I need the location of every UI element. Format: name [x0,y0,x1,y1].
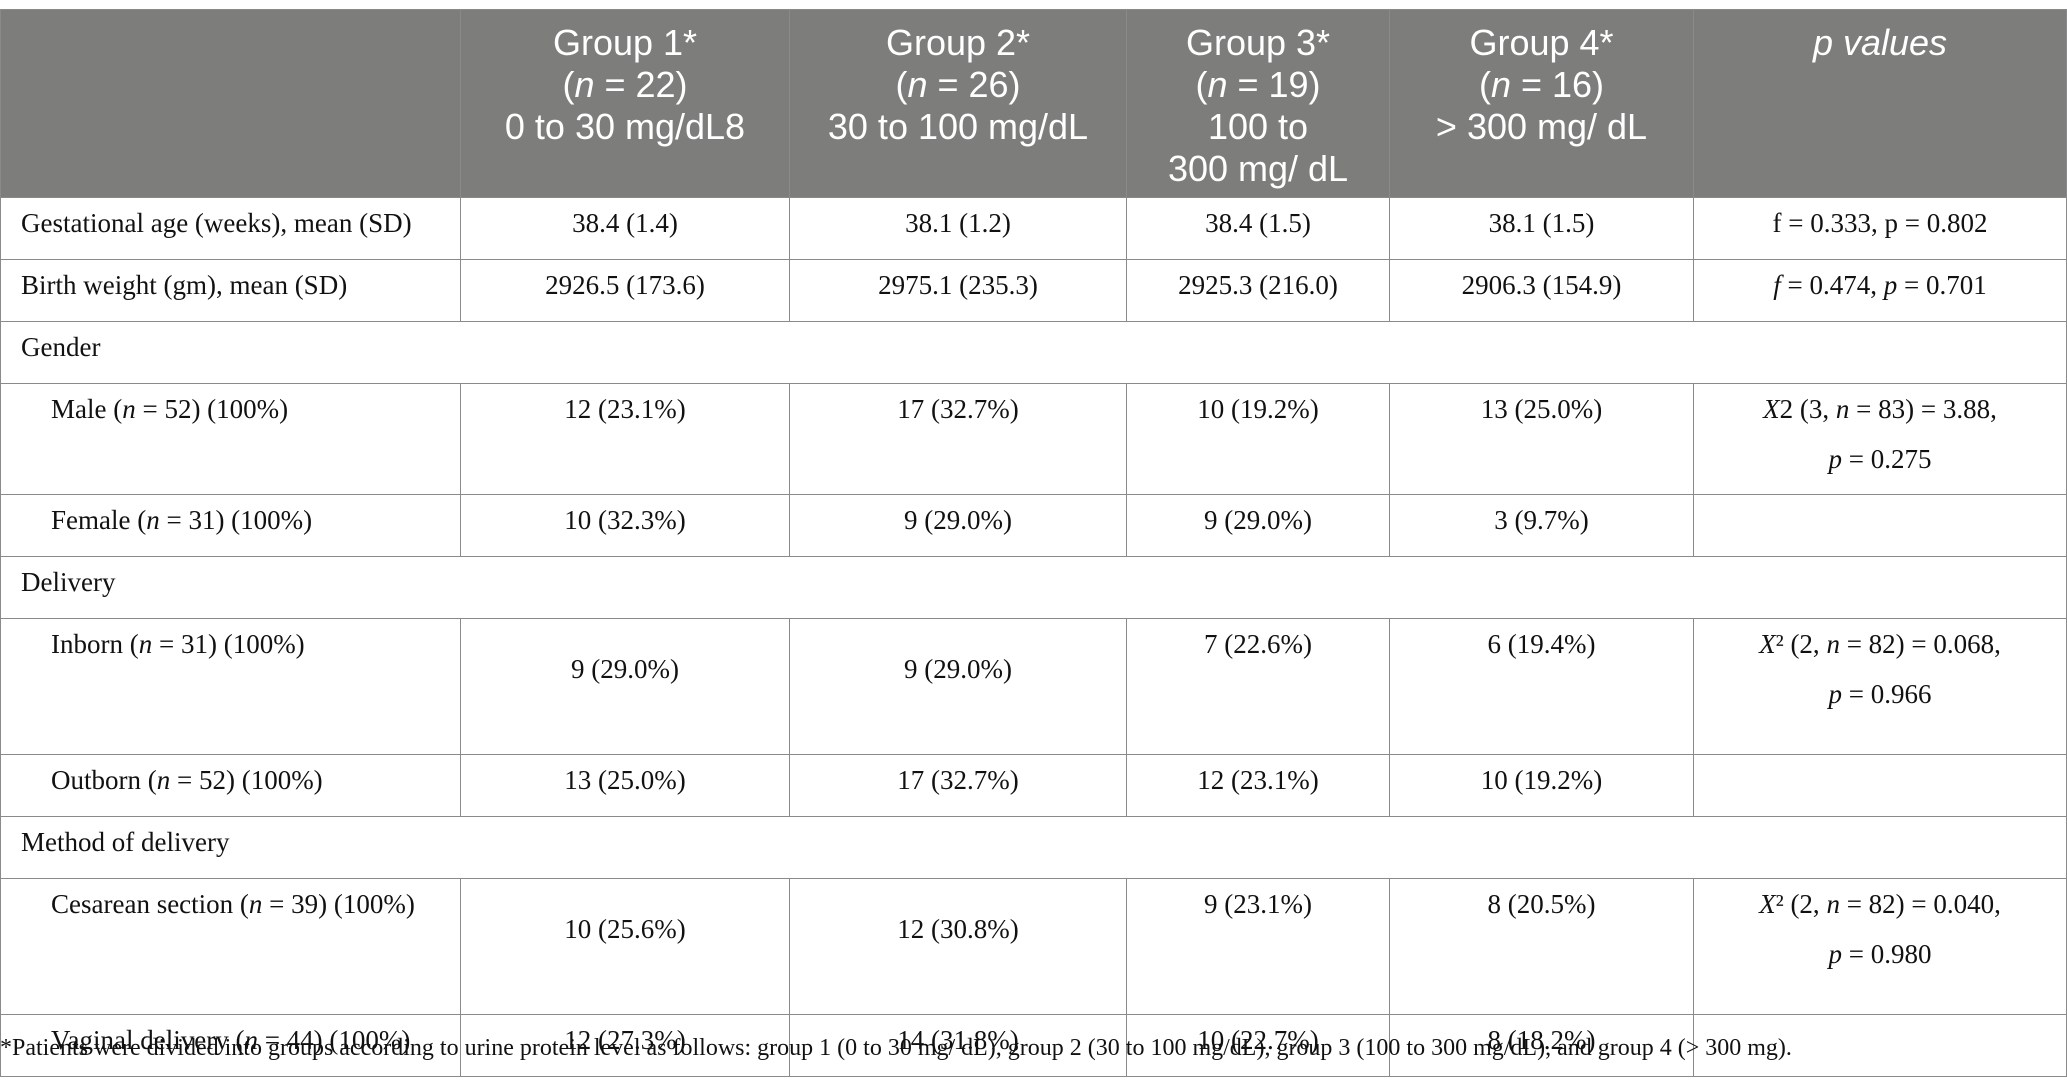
cell-group-4: 8 (20.5%) [1389,878,1694,1015]
cell-group-3: 38.4 (1.5) [1126,197,1390,260]
cell-group-3: 7 (22.6%) [1126,618,1390,755]
row-label: Vaginal delivery (n = 44) (100%) [0,1014,461,1077]
cell-p-value: f = 0.333, p = 0.802 [1693,197,2067,260]
section-row: Method of delivery [0,816,2067,879]
cell-group-4: 10 (19.2%) [1389,754,1694,817]
cell-group-2: 9 (29.0%) [789,618,1127,755]
cell-group-3: 2925.3 (216.0) [1126,259,1390,322]
cell-group-4: 13 (25.0%) [1389,383,1694,495]
cell-group-1: 10 (32.3%) [460,494,790,557]
header-group-2: Group 2* (n = 26) 30 to 100 mg/dL [789,9,1127,198]
row-label: Birth weight (gm), mean (SD) [0,259,461,322]
cell-group-4: 6 (19.4%) [1389,618,1694,755]
cell-group-4: 2906.3 (154.9) [1389,259,1694,322]
row-label: Female (n = 31) (100%) [0,494,461,557]
header-blank [0,9,461,198]
cell-group-1: 9 (29.0%) [460,618,790,755]
data-table: Group 1* (n = 22) 0 to 30 mg/dL8 Group 2… [0,9,2067,1077]
header-group-1: Group 1* (n = 22) 0 to 30 mg/dL8 [460,9,790,198]
row-label: Gestational age (weeks), mean (SD) [0,197,461,260]
header-group-4: Group 4* (n = 16) > 300 mg/ dL [1389,9,1694,198]
section-row: Delivery [0,556,2067,619]
cell-group-1: 13 (25.0%) [460,754,790,817]
cell-group-2: 9 (29.0%) [789,494,1127,557]
cell-group-1: 2926.5 (173.6) [460,259,790,322]
cell-p-value: X² (2, n = 82) = 0.068, p = 0.966 [1693,618,2067,755]
cell-group-2: 2975.1 (235.3) [789,259,1127,322]
section-label: Method of delivery [0,816,2067,879]
cell-group-1: 10 (25.6%) [460,878,790,1015]
cell-p-value [1693,1014,2067,1077]
cell-group-2: 14 (31.8%) [789,1014,1127,1077]
table-row: Female (n = 31) (100%) 10 (32.3%) 9 (29.… [0,494,2067,557]
table-row: Outborn (n = 52) (100%) 13 (25.0%) 17 (3… [0,754,2067,817]
cell-p-value: f = 0.474, p = 0.701 [1693,259,2067,322]
table-footnote: *Patients were divided into groups accor… [0,1035,1792,1061]
section-label: Gender [0,321,2067,384]
table-row: Male (n = 52) (100%) 12 (23.1%) 17 (32.7… [0,383,2067,495]
cell-group-3: 9 (23.1%) [1126,878,1390,1015]
cell-group-3: 10 (22.7%) [1126,1014,1390,1077]
table-row: Birth weight (gm), mean (SD) 2926.5 (173… [0,259,2067,322]
row-label: Outborn (n = 52) (100%) [0,754,461,817]
table-row: Cesarean section (n = 39) (100%) 10 (25.… [0,878,2067,1015]
cell-p-value [1693,494,2067,557]
row-label: Male (n = 52) (100%) [0,383,461,495]
cell-group-2: 38.1 (1.2) [789,197,1127,260]
section-label: Delivery [0,556,2067,619]
table-row: Vaginal delivery (n = 44) (100%) 12 (27.… [0,1014,2067,1077]
cell-p-value [1693,754,2067,817]
header-group-3: Group 3* (n = 19) 100 to 300 mg/ dL [1126,9,1390,198]
cell-p-value: X2 (3, n = 83) = 3.88, p = 0.275 [1693,383,2067,495]
cell-group-3: 12 (23.1%) [1126,754,1390,817]
table-row: Inborn (n = 31) (100%) 9 (29.0%) 9 (29.0… [0,618,2067,755]
cell-group-2: 17 (32.7%) [789,383,1127,495]
cell-group-4: 3 (9.7%) [1389,494,1694,557]
cell-group-3: 10 (19.2%) [1126,383,1390,495]
table-container: Group 1* (n = 22) 0 to 30 mg/dL8 Group 2… [0,9,2067,1077]
table-row: Gestational age (weeks), mean (SD) 38.4 … [0,197,2067,260]
header-row: Group 1* (n = 22) 0 to 30 mg/dL8 Group 2… [0,9,2067,198]
row-label: Inborn (n = 31) (100%) [0,618,461,755]
cell-group-1: 38.4 (1.4) [460,197,790,260]
cell-group-1: 12 (23.1%) [460,383,790,495]
header-p-values: p values [1693,9,2067,198]
cell-group-2: 17 (32.7%) [789,754,1127,817]
cell-group-3: 9 (29.0%) [1126,494,1390,557]
cell-group-4: 8 (18.2%) [1389,1014,1694,1077]
row-label: Cesarean section (n = 39) (100%) [0,878,461,1015]
cell-group-4: 38.1 (1.5) [1389,197,1694,260]
cell-p-value: X² (2, n = 82) = 0.040, p = 0.980 [1693,878,2067,1015]
section-row: Gender [0,321,2067,384]
cell-group-2: 12 (30.8%) [789,878,1127,1015]
